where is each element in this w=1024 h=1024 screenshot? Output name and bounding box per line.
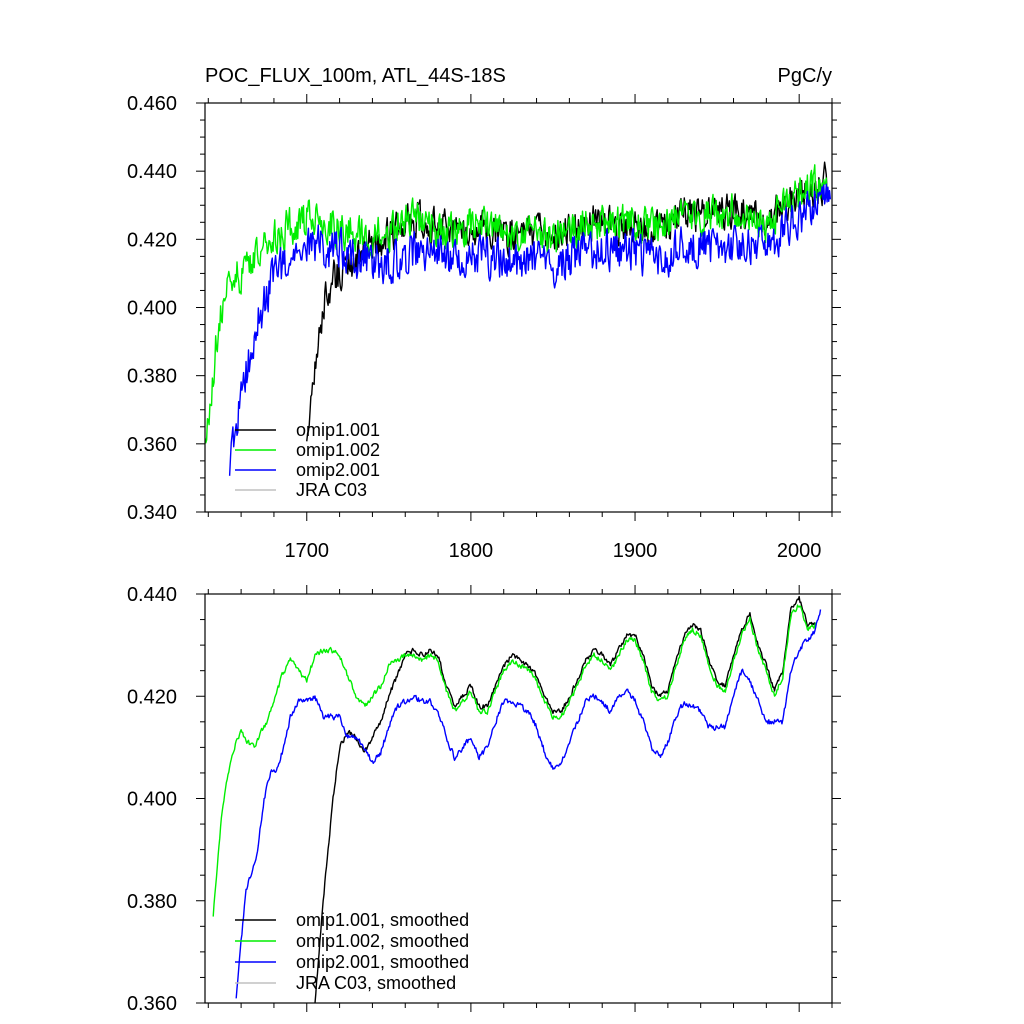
y-tick-label: 0.460 bbox=[127, 93, 177, 115]
y-tick-label: 0.420 bbox=[127, 686, 177, 708]
series-line-omip1-001-smoothed bbox=[314, 595, 817, 1003]
legend-label: JRA C03, smoothed bbox=[296, 973, 456, 993]
series-line-omip2-001-smoothed bbox=[235, 609, 822, 999]
y-tick-label: 0.380 bbox=[127, 366, 177, 388]
y-tick-label: 0.340 bbox=[127, 502, 177, 524]
series-line-omip1-001 bbox=[306, 161, 828, 442]
legend-label: omip1.001, smoothed bbox=[296, 910, 469, 930]
y-tick-label: 0.440 bbox=[127, 584, 177, 606]
x-tick-label: 1900 bbox=[613, 540, 658, 562]
legend-label: omip1.002 bbox=[296, 440, 380, 460]
series-group bbox=[212, 595, 822, 1003]
series-group bbox=[205, 161, 832, 476]
y-tick-label: 0.380 bbox=[127, 891, 177, 913]
series-line-omip1-002 bbox=[205, 164, 828, 444]
x-tick-label: 1700 bbox=[285, 540, 330, 562]
legend-label: omip1.002, smoothed bbox=[296, 931, 469, 951]
x-tick-label: 1800 bbox=[449, 540, 494, 562]
y-tick-label: 0.360 bbox=[127, 993, 177, 1015]
y-tick-label: 0.440 bbox=[127, 161, 177, 183]
legend-label: omip2.001 bbox=[296, 460, 380, 480]
y-tick-label: 0.420 bbox=[127, 229, 177, 251]
legend-label: omip1.001 bbox=[296, 420, 380, 440]
chart-panel-2: 0.360 0.380 0.400 0.420 0.440 omip1.001, smoo… bbox=[127, 584, 841, 1015]
y-tick-label: 0.400 bbox=[127, 298, 177, 320]
series-line-omip2-001 bbox=[228, 183, 832, 476]
x-tick-label: 2000 bbox=[777, 540, 822, 562]
series-line-omip1-002-smoothed bbox=[212, 604, 817, 917]
y-tick-label: 0.400 bbox=[127, 789, 177, 811]
chart-panel-1: 1700 1800 1900 2000 0.340 0.360 0.380 0.400 0.42… bbox=[127, 65, 841, 562]
y-tick-label: 0.360 bbox=[127, 434, 177, 456]
units-label: PgC/y bbox=[778, 65, 832, 87]
legend-label: omip2.001, smoothed bbox=[296, 952, 469, 972]
chart-title: POC_FLUX_100m, ATL_44S-18S bbox=[205, 65, 506, 87]
legend-label: JRA C03 bbox=[296, 480, 367, 500]
